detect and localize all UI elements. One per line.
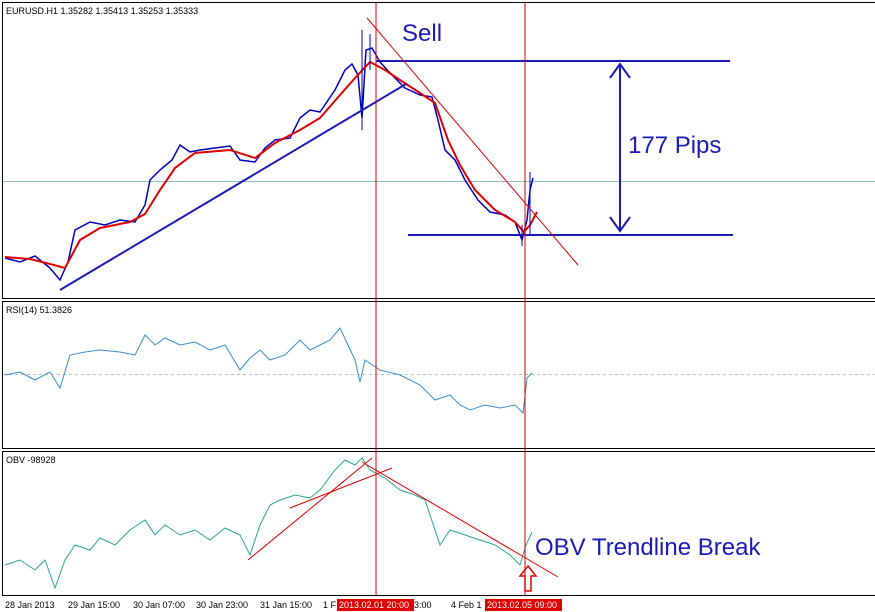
arrow-head bbox=[609, 216, 631, 233]
time-label: 28 Jan 2013 bbox=[5, 600, 55, 610]
rsi-panel bbox=[2, 301, 875, 449]
time-label: 29 Jan 15:00 bbox=[68, 600, 120, 610]
main-header: EURUSD.H1 1.35282 1.35413 1.35253 1.3533… bbox=[6, 6, 198, 16]
time-label: 31 Jan 15:00 bbox=[260, 600, 312, 610]
resistance-trendline bbox=[366, 17, 579, 266]
time-label: 30 Jan 23:00 bbox=[196, 600, 248, 610]
break-arrow bbox=[518, 564, 538, 592]
time-label: 30 Jan 07:00 bbox=[133, 600, 185, 610]
main-panel bbox=[2, 2, 875, 299]
time-label: 1 F bbox=[323, 600, 337, 610]
obv-trendline bbox=[247, 457, 373, 561]
time-label: 4 Feb 1 bbox=[451, 600, 482, 610]
pips-label: 177 Pips bbox=[628, 132, 721, 159]
highlight-label: 2013.02.01 20:00 bbox=[339, 600, 409, 610]
rsi-line bbox=[4, 327, 533, 415]
time-label: 3:00 bbox=[414, 600, 432, 610]
support-trendline bbox=[59, 83, 407, 291]
rsi-header: RSI(14) 51.3826 bbox=[6, 305, 72, 315]
obv-line bbox=[4, 457, 533, 590]
arrow-head bbox=[609, 62, 631, 79]
obv-panel bbox=[2, 451, 875, 596]
obv-trendline bbox=[289, 467, 393, 509]
obv-header: OBV -98928 bbox=[6, 455, 56, 465]
highlight-label: 2013.02.05 09:00 bbox=[487, 600, 557, 610]
price-line bbox=[4, 47, 534, 282]
sell-label: Sell bbox=[402, 20, 442, 47]
highlight-box bbox=[337, 599, 414, 611]
highlight-box bbox=[485, 599, 562, 611]
moving-average bbox=[4, 60, 538, 270]
time-axis: 28 Jan 2013 29 Jan 15:00 30 Jan 07:00 30 Ja… bbox=[5, 599, 562, 611]
obv-break-label: OBV Trendline Break bbox=[535, 534, 761, 561]
